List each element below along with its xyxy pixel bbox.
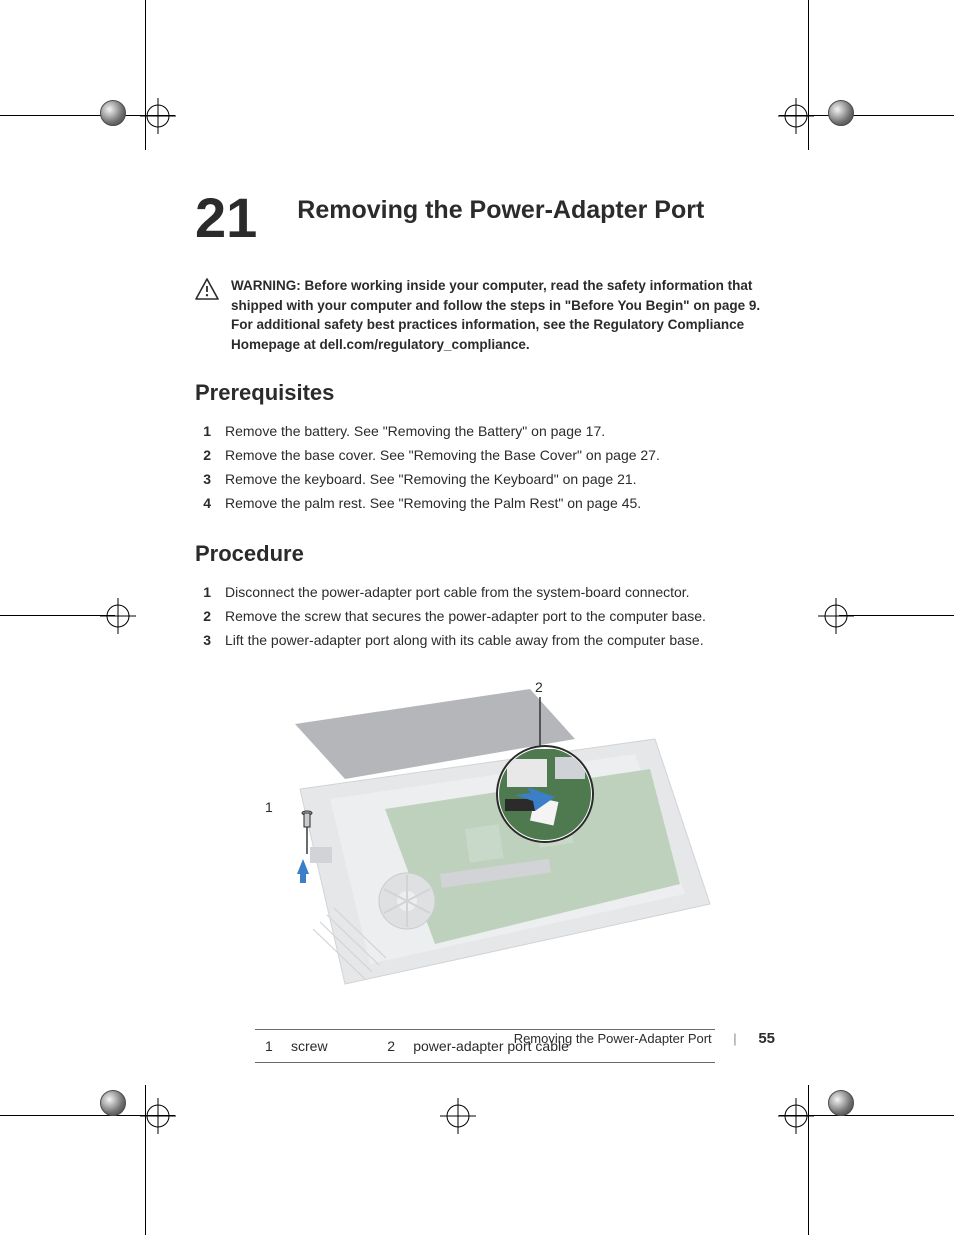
figure-callout-2: 2 (535, 679, 543, 695)
list-item: 2 Remove the base cover. See "Removing th… (195, 444, 775, 468)
page-footer: Removing the Power-Adapter Port | 55 (195, 1030, 775, 1047)
figure-callout-1: 1 (265, 799, 273, 815)
step-number: 3 (195, 629, 211, 653)
crosshair-icon (100, 598, 136, 634)
laptop-diagram (235, 679, 735, 999)
crosshair-icon (140, 1098, 176, 1134)
warning-triangle-icon (195, 278, 219, 354)
registration-dot (100, 1090, 126, 1116)
procedure-list: 1 Disconnect the power-adapter port cable… (195, 581, 775, 652)
crosshair-icon (818, 598, 854, 634)
chapter-title: Removing the Power-Adapter Port (297, 196, 704, 225)
page-content: 21 Removing the Power-Adapter Port WARNI… (195, 190, 775, 1063)
crosshair-icon (778, 98, 814, 134)
step-text: Disconnect the power-adapter port cable … (225, 581, 690, 605)
step-number: 2 (195, 444, 211, 468)
list-item: 3 Lift the power-adapter port along with … (195, 629, 775, 653)
chapter-header: 21 Removing the Power-Adapter Port (195, 190, 775, 246)
step-text: Remove the battery. See "Removing the Ba… (225, 420, 605, 444)
footer-page-number: 55 (758, 1030, 775, 1047)
list-item: 4 Remove the palm rest. See "Removing the… (195, 492, 775, 516)
registration-dot (828, 100, 854, 126)
chapter-number: 21 (195, 190, 257, 246)
step-text: Remove the palm rest. See "Removing the … (225, 492, 641, 516)
step-number: 3 (195, 468, 211, 492)
warning-body: Before working inside your computer, rea… (231, 278, 760, 352)
crosshair-icon (140, 98, 176, 134)
step-number: 4 (195, 492, 211, 516)
list-item: 3 Remove the keyboard. See "Removing the … (195, 468, 775, 492)
step-text: Remove the screw that secures the power-… (225, 605, 706, 629)
prerequisites-heading: Prerequisites (195, 380, 775, 406)
crosshair-icon (778, 1098, 814, 1134)
list-item: 1 Remove the battery. See "Removing the B… (195, 420, 775, 444)
step-number: 1 (195, 420, 211, 444)
figure: 1 2 (235, 679, 735, 999)
warning-block: WARNING: Before working inside your comp… (195, 276, 775, 354)
warning-text: WARNING: Before working inside your comp… (231, 276, 775, 354)
step-text: Remove the base cover. See "Removing the… (225, 444, 660, 468)
footer-title: Removing the Power-Adapter Port (514, 1031, 712, 1046)
step-text: Remove the keyboard. See "Removing the K… (225, 468, 637, 492)
prerequisites-list: 1 Remove the battery. See "Removing the B… (195, 420, 775, 515)
crop-line (839, 615, 954, 616)
step-number: 2 (195, 605, 211, 629)
step-text: Lift the power-adapter port along with i… (225, 629, 704, 653)
registration-dot (100, 100, 126, 126)
crosshair-icon (440, 1098, 476, 1134)
warning-label: WARNING: (231, 278, 301, 293)
list-item: 1 Disconnect the power-adapter port cable… (195, 581, 775, 605)
procedure-heading: Procedure (195, 541, 775, 567)
step-number: 1 (195, 581, 211, 605)
registration-dot (828, 1090, 854, 1116)
footer-separator: | (733, 1031, 736, 1046)
crop-line (0, 615, 115, 616)
list-item: 2 Remove the screw that secures the power… (195, 605, 775, 629)
